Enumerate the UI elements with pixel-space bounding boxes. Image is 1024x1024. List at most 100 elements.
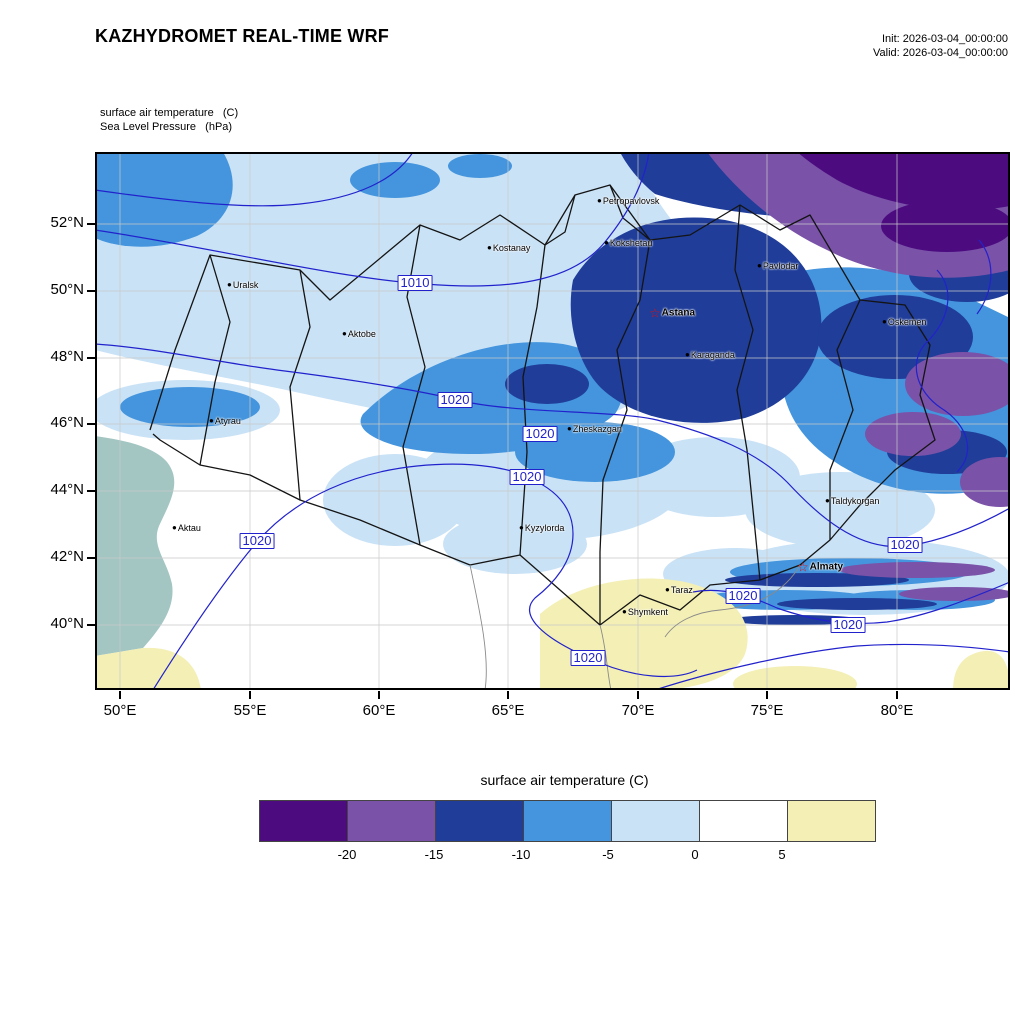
city-label: Shymkent xyxy=(627,607,668,617)
lon-tick-label: 80°E xyxy=(880,702,914,719)
lon-tick-label: 50°E xyxy=(103,702,137,719)
init-time: Init: 2026-03-04_00:00:00 xyxy=(882,33,1008,45)
page-title: KAZHYDROMET REAL-TIME WRF xyxy=(95,26,389,46)
city-dot-icon: ● xyxy=(172,523,177,532)
city-dot-icon: ● xyxy=(519,523,524,532)
lat-tickmark xyxy=(87,423,95,425)
city-marker-taldykorgan: ● Taldykorgan xyxy=(825,496,879,506)
run-times: Init: 2026-03-04_00:00:00 Valid: 2026-03… xyxy=(873,32,1008,60)
lat-tick-label: 42°N xyxy=(50,548,84,565)
colorbar-swatch-3 xyxy=(523,800,612,842)
lon-tick-label: 60°E xyxy=(362,702,396,719)
city-star-icon: ☆ xyxy=(649,305,661,321)
city-marker-karaganda: ● Karaganda xyxy=(685,350,735,360)
colorbar-tick-label: -10 xyxy=(511,847,531,862)
city-label: Kostanay xyxy=(492,243,531,253)
city-label: Karaganda xyxy=(690,350,735,360)
colorbar-title: surface air temperature (C) xyxy=(480,772,649,788)
valid-time: Valid: 2026-03-04_00:00:00 xyxy=(873,47,1008,59)
city-dot-icon: ● xyxy=(209,416,214,425)
colorbar-swatch-2 xyxy=(435,800,524,842)
city-label: Pavlodar xyxy=(762,261,799,271)
city-marker-almaty: ☆ Almaty xyxy=(797,561,843,574)
lat-tickmark xyxy=(87,223,95,225)
pressure-label-1020: 1020 xyxy=(830,617,866,633)
city-star-icon: ☆ xyxy=(797,559,809,575)
city-dot-icon: ● xyxy=(882,317,887,326)
neighbor-borders xyxy=(469,564,801,690)
lat-tickmark xyxy=(87,624,95,626)
city-label: Taraz xyxy=(670,585,693,595)
pressure-label-1020: 1020 xyxy=(509,469,545,485)
layer-pressure-label: Sea Level Pressure (hPa) xyxy=(100,121,233,133)
city-dot-icon: ● xyxy=(597,196,602,205)
colorbar-tick-label: -20 xyxy=(337,847,357,862)
lat-tick-label: 52°N xyxy=(50,214,84,231)
lon-tickmark xyxy=(896,691,898,699)
pressure-label-1020: 1020 xyxy=(522,426,558,442)
city-label: Petropavlovsk xyxy=(602,196,660,206)
colorbar-swatch-5 xyxy=(699,800,788,842)
city-marker-kostanay: ● Kostanay xyxy=(487,243,530,253)
city-dot-icon: ● xyxy=(622,607,627,616)
lon-tickmark xyxy=(637,691,639,699)
lon-tick-label: 70°E xyxy=(621,702,655,719)
layer-legend: surface air temperature (C) Sea Level Pr… xyxy=(100,106,238,134)
colorbar-swatch-0 xyxy=(259,800,348,842)
colorbar-tick-label: 5 xyxy=(778,847,786,862)
lon-tickmark xyxy=(507,691,509,699)
city-marker-petropavlovsk: ● Petropavlovsk xyxy=(597,196,659,206)
city-dot-icon: ● xyxy=(604,238,609,247)
city-marker-zheskazgan: ● Zheskazgan xyxy=(567,424,622,434)
map-canvas xyxy=(95,152,1010,690)
pressure-label-1020: 1020 xyxy=(725,588,761,604)
admin-borders xyxy=(149,184,936,626)
lon-tick-label: 75°E xyxy=(750,702,784,719)
city-label: Kyzylorda xyxy=(524,523,565,533)
lat-tick-label: 44°N xyxy=(50,481,84,498)
graticule xyxy=(95,152,1010,690)
city-label: Oskemen xyxy=(887,317,927,327)
lat-tick-label: 40°N xyxy=(50,615,84,632)
city-dot-icon: ● xyxy=(665,585,670,594)
city-dot-icon: ● xyxy=(567,424,572,433)
lon-tickmark xyxy=(249,691,251,699)
colorbar-tick-label: -15 xyxy=(424,847,444,862)
map-panel: ● Petropavlovsk ● Kostanay ● Kokshetau ● Pavlod… xyxy=(95,152,1010,690)
city-label: Aktau xyxy=(177,523,201,533)
lat-tick-label: 48°N xyxy=(50,348,84,365)
city-dot-icon: ● xyxy=(825,496,830,505)
city-marker-taraz: ● Taraz xyxy=(665,585,693,595)
pressure-label-1020: 1020 xyxy=(887,537,923,553)
colorbar-swatch-4 xyxy=(611,800,700,842)
lat-tick-label: 46°N xyxy=(50,414,84,431)
city-marker-pavlodar: ● Pavlodar xyxy=(757,261,798,271)
city-marker-atyrau: ● Atyrau xyxy=(209,416,241,426)
lon-tickmark xyxy=(119,691,121,699)
lat-tickmark xyxy=(87,490,95,492)
temperature-fill-layer xyxy=(95,152,1010,690)
lat-tickmark xyxy=(87,357,95,359)
colorbar-tick-label: 0 xyxy=(691,847,699,862)
city-label: Uralsk xyxy=(232,280,259,290)
lat-tick-label: 50°N xyxy=(50,281,84,298)
city-marker-kokshetau: ● Kokshetau xyxy=(604,238,652,248)
lon-tick-label: 55°E xyxy=(233,702,267,719)
colorbar-ticks: -20 -15 -10 -5 0 5 xyxy=(260,847,869,865)
map-frame xyxy=(95,152,1010,690)
colorbar-swatch-1 xyxy=(347,800,436,842)
pressure-label-1020: 1020 xyxy=(570,650,606,666)
pressure-label-1020: 1020 xyxy=(437,392,473,408)
colorbar xyxy=(259,800,876,842)
colorbar-swatch-6 xyxy=(787,800,876,842)
layer-temperature-label: surface air temperature (C) xyxy=(100,107,239,119)
city-label: Zheskazgan xyxy=(572,424,622,434)
pressure-label-1020: 1020 xyxy=(239,533,275,549)
lon-tickmark xyxy=(766,691,768,699)
city-marker-kyzylorda: ● Kyzylorda xyxy=(519,523,564,533)
city-dot-icon: ● xyxy=(757,261,762,270)
city-label: Aktobe xyxy=(347,329,376,339)
city-label: Kokshetau xyxy=(609,238,653,248)
map-overlays: ● Petropavlovsk ● Kostanay ● Kokshetau ● Pavlod… xyxy=(95,152,1010,690)
